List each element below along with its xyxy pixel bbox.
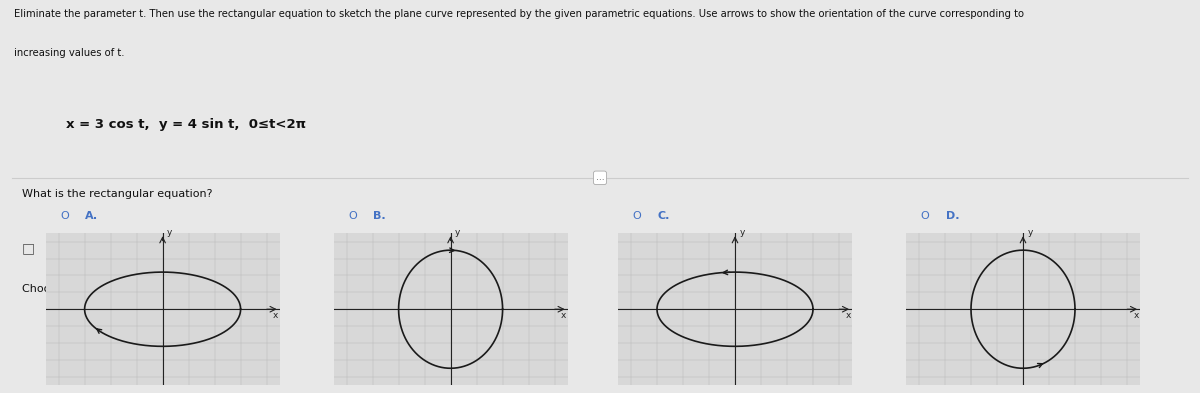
Text: Choose the correct graph below.: Choose the correct graph below. [22, 284, 203, 294]
Text: x: x [274, 312, 278, 321]
Text: O: O [632, 211, 641, 221]
Text: y: y [1027, 228, 1033, 237]
Text: x = 3 cos t,  y = 4 sin t,  0≤t<2π: x = 3 cos t, y = 4 sin t, 0≤t<2π [66, 118, 306, 130]
Text: A.: A. [85, 211, 98, 221]
Text: What is the rectangular equation?: What is the rectangular equation? [22, 189, 212, 199]
Text: □: □ [22, 242, 35, 255]
Text: ...: ... [595, 173, 605, 182]
Text: y: y [167, 228, 173, 237]
Text: B.: B. [373, 211, 386, 221]
Text: x: x [562, 312, 566, 321]
Text: x: x [1134, 312, 1139, 321]
Text: O: O [348, 211, 356, 221]
Text: O: O [920, 211, 929, 221]
Text: increasing values of t.: increasing values of t. [14, 48, 125, 59]
Text: Eliminate the parameter t. Then use the rectangular equation to sketch the plane: Eliminate the parameter t. Then use the … [14, 9, 1025, 18]
Text: y: y [739, 228, 745, 237]
Text: D.: D. [946, 211, 959, 221]
Text: y: y [455, 228, 461, 237]
Text: O: O [60, 211, 68, 221]
Text: x: x [846, 312, 851, 321]
Text: C.: C. [658, 211, 670, 221]
